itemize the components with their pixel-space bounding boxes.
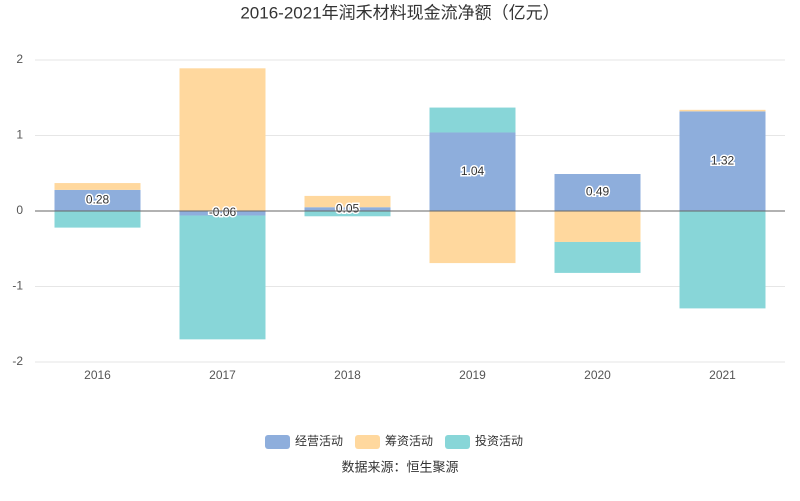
bar-segment <box>179 215 266 340</box>
bar-segment <box>554 241 641 273</box>
y-tick-label: -2 <box>12 354 23 368</box>
value-label: 0.49 <box>586 185 610 199</box>
legend-swatch <box>355 435 380 449</box>
bar-segment <box>54 189 141 211</box>
bar-segment <box>679 111 766 211</box>
bar-segment <box>554 174 641 211</box>
bar-segment <box>429 132 516 211</box>
legend-swatch <box>445 435 470 449</box>
x-tick-label: 2019 <box>459 368 486 382</box>
legend-label: 投资活动 <box>475 433 523 448</box>
y-tick-label: 1 <box>16 128 23 142</box>
value-label: 1.04 <box>461 164 485 178</box>
legend-label: 筹资活动 <box>385 434 433 448</box>
y-tick-label: 0 <box>16 203 23 217</box>
bar-segment <box>304 211 391 217</box>
legend-label: 经营活动 <box>295 434 343 448</box>
source-note: 数据来源：恒生聚源 <box>341 459 458 474</box>
bar-segment <box>554 211 641 242</box>
y-tick-label: 2 <box>16 52 23 66</box>
chart-title: 2016-2021年润禾材料现金流净额（亿元） <box>240 3 559 22</box>
bar-segment <box>179 211 266 216</box>
y-tick-label: -1 <box>12 279 23 293</box>
value-label: 0.05 <box>336 201 360 215</box>
bar-segment <box>304 207 391 211</box>
value-label: -0.06 <box>209 205 237 219</box>
bar-segment <box>179 68 266 212</box>
x-tick-label: 2018 <box>334 368 361 382</box>
bar-segment <box>429 211 516 264</box>
x-tick-label: 2021 <box>709 368 736 382</box>
value-label: 0.28 <box>86 193 110 207</box>
bar-segment <box>54 211 141 228</box>
x-tick-label: 2016 <box>84 368 111 382</box>
bar-segment <box>54 183 141 190</box>
bar-segment <box>679 211 766 309</box>
legend-swatch <box>265 435 290 449</box>
bar-segment <box>679 109 766 112</box>
bar-segment <box>304 195 391 208</box>
bar-segment <box>429 107 516 133</box>
x-tick-label: 2017 <box>209 368 236 382</box>
x-tick-label: 2020 <box>584 368 611 382</box>
value-label: 1.32 <box>711 153 735 167</box>
